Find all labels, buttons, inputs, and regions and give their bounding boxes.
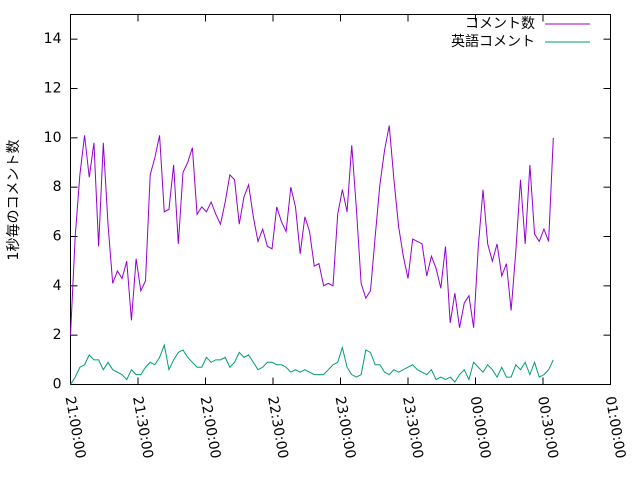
series-line	[70, 125, 554, 336]
y-tick-label: 8	[53, 179, 62, 195]
y-tick-label: 2	[53, 327, 62, 343]
y-tick-label: 12	[44, 81, 62, 97]
y-tick-label: 0	[53, 377, 62, 393]
y-axis-label: 1秒毎のコメント数	[6, 140, 22, 261]
legend-label: コメント数	[465, 16, 535, 32]
series-line	[70, 343, 554, 385]
y-tick-label: 6	[53, 229, 62, 245]
y-tick-label: 10	[44, 130, 62, 146]
legend-label: 英語コメント	[451, 33, 535, 50]
y-tick-label: 14	[44, 31, 62, 47]
y-tick-label: 4	[53, 278, 62, 294]
